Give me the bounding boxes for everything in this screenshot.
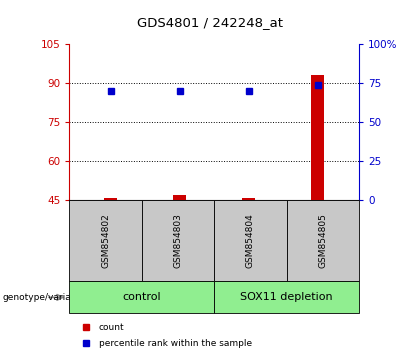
Text: genotype/variation: genotype/variation <box>2 293 88 302</box>
Text: GSM854803: GSM854803 <box>173 213 182 268</box>
Bar <box>312 75 324 200</box>
Text: percentile rank within the sample: percentile rank within the sample <box>99 339 252 348</box>
Text: count: count <box>99 323 124 332</box>
Text: GSM854805: GSM854805 <box>318 213 327 268</box>
Bar <box>173 195 186 200</box>
Text: control: control <box>123 292 161 302</box>
Text: GSM854802: GSM854802 <box>101 213 110 268</box>
Text: SOX11 depletion: SOX11 depletion <box>240 292 333 302</box>
Text: GSM854804: GSM854804 <box>246 213 255 268</box>
Bar <box>242 198 255 200</box>
Bar <box>105 198 117 200</box>
Text: GDS4801 / 242248_at: GDS4801 / 242248_at <box>137 16 283 29</box>
